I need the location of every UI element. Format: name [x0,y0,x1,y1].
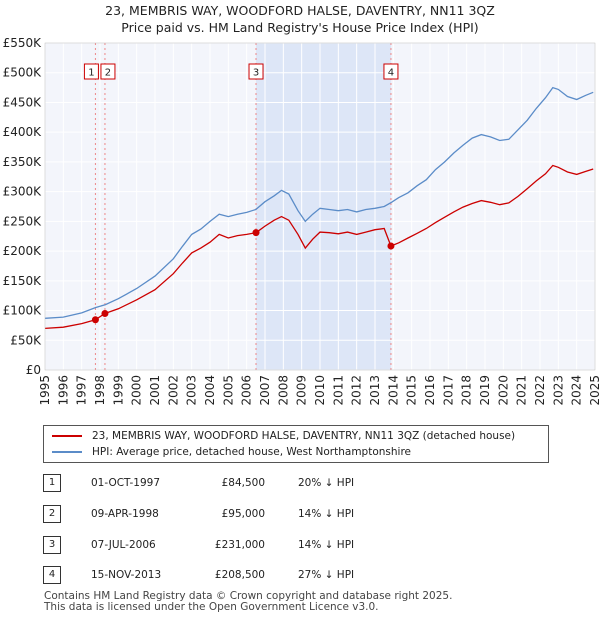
sale-point [252,229,260,237]
y-tick-label: £450K [3,95,43,109]
sale-price: £208,500 [214,569,265,581]
legend-swatch-hpi [52,451,82,453]
plot-frame [44,42,596,371]
y-tick-label: £50K [10,333,42,347]
sales-table-row: 1 01-OCT-1997 £84,500 20% ↓ HPI [43,474,443,492]
sale-marker-label: 2 [105,68,111,79]
x-tick-label: 1996 [56,375,70,406]
legend-swatch-property [52,435,82,437]
x-tick-label: 2020 [496,375,510,406]
x-tick-label: 2019 [478,375,492,406]
x-tick-label: 2024 [570,375,584,406]
sale-date: 07-JUL-2006 [91,539,156,551]
footer-copyright: Contains HM Land Registry data © Crown c… [44,590,453,602]
y-tick-label: £100K [3,304,43,318]
sales-table-row: 2 09-APR-1998 £95,000 14% ↓ HPI [43,505,443,523]
sale-price: £231,000 [214,539,265,551]
sale-marker-box [83,63,99,80]
x-tick-label: 1995 [38,375,52,406]
x-tick-label: 2023 [551,375,565,406]
sale-marker-box [383,63,399,80]
x-tick-label: 1999 [111,375,125,406]
sale-marker-box [100,63,116,80]
footer-licence: This data is licensed under the Open Gov… [44,601,379,613]
sale-hpi-diff: 14% ↓ HPI [298,539,355,551]
x-tick-label: 2000 [130,375,144,406]
sales-table-row: 3 07-JUL-2006 £231,000 14% ↓ HPI [43,536,443,554]
x-tick-label: 2013 [368,375,382,406]
y-tick-label: £500K [3,66,43,80]
x-tick-label: 2014 [386,375,400,406]
sale-hpi-diff: 20% ↓ HPI [298,477,355,489]
sale-number-badge: 4 [43,566,61,584]
sale-marker-label: 4 [388,68,394,79]
shaded-period [256,43,392,370]
x-tick-label: 2022 [533,375,547,406]
x-tick-label: 2016 [423,375,437,406]
y-tick-label: £400K [3,125,43,139]
y-tick-label: £350K [3,155,43,169]
x-tick-label: 1998 [93,375,107,406]
y-tick-label: £150K [3,274,43,288]
price-chart: £0 £50K £100K £150K £200K £250K £300K £350K £400… [3,36,600,406]
sale-date: 15-NOV-2013 [91,569,162,581]
x-tick-label: 2002 [166,375,180,406]
x-tick-label: 2021 [515,375,529,406]
chart-title: 23, MEMBRIS WAY, WOODFORD HALSE, DAVENTR… [0,2,600,36]
legend: 23, MEMBRIS WAY, WOODFORD HALSE, DAVENTR… [43,425,549,463]
x-tick-label: 1997 [75,375,89,406]
sale-date: 01-OCT-1997 [91,477,160,489]
sale-point [91,316,99,324]
y-tick-label: £550K [3,36,43,50]
x-tick-label: 2008 [276,375,290,406]
x-tick-label: 2018 [460,375,474,406]
x-tick-label: 2004 [203,375,217,406]
legend-item-hpi: HPI: Average price, detached house, West… [52,444,411,460]
sale-hpi-diff: 14% ↓ HPI [298,508,355,520]
x-tick-label: 2006 [240,375,254,406]
y-tick-label: £300K [3,185,43,199]
sale-number-badge: 2 [43,505,61,523]
legend-label-property: 23, MEMBRIS WAY, WOODFORD HALSE, DAVENTR… [92,430,516,442]
x-tick-label: 2007 [258,375,272,406]
sale-point [387,242,395,250]
sale-point [101,310,109,318]
y-tick-label: £250K [3,214,43,228]
x-tick-label: 2025 [588,375,600,406]
sale-number-badge: 1 [43,474,61,492]
x-tick-label: 2003 [185,375,199,406]
hpi-series-line [44,86,594,319]
y-tick-label: £0 [26,363,41,377]
x-tick-label: 2017 [441,375,455,406]
chart-title-line2: Price paid vs. HM Land Registry's House … [121,20,479,35]
property-series-line [44,164,594,330]
legend-item-property: 23, MEMBRIS WAY, WOODFORD HALSE, DAVENTR… [52,428,515,444]
sales-table-row: 4 15-NOV-2013 £208,500 27% ↓ HPI [43,566,443,584]
sale-price: £84,500 [221,477,265,489]
sale-marker-box [248,63,264,80]
sale-marker-label: 3 [253,68,259,79]
x-tick-label: 2009 [295,375,309,406]
y-tick-label: £200K [3,244,43,258]
x-tick-label: 2005 [221,375,235,406]
sale-hpi-diff: 27% ↓ HPI [298,569,355,581]
legend-label-hpi: HPI: Average price, detached house, West… [92,446,411,458]
x-tick-label: 2012 [350,375,364,406]
chart-title-line1: 23, MEMBRIS WAY, WOODFORD HALSE, DAVENTR… [105,3,495,18]
footer: Contains HM Land Registry data © Crown c… [44,591,452,613]
x-tick-label: 2011 [331,375,345,406]
x-tick-label: 2010 [313,375,327,406]
sale-price: £95,000 [221,508,265,520]
x-tick-label: 2001 [148,375,162,406]
sale-date: 09-APR-1998 [91,508,159,520]
sale-number-badge: 3 [43,536,61,554]
x-tick-label: 2015 [405,375,419,406]
sale-marker-label: 1 [88,68,94,79]
